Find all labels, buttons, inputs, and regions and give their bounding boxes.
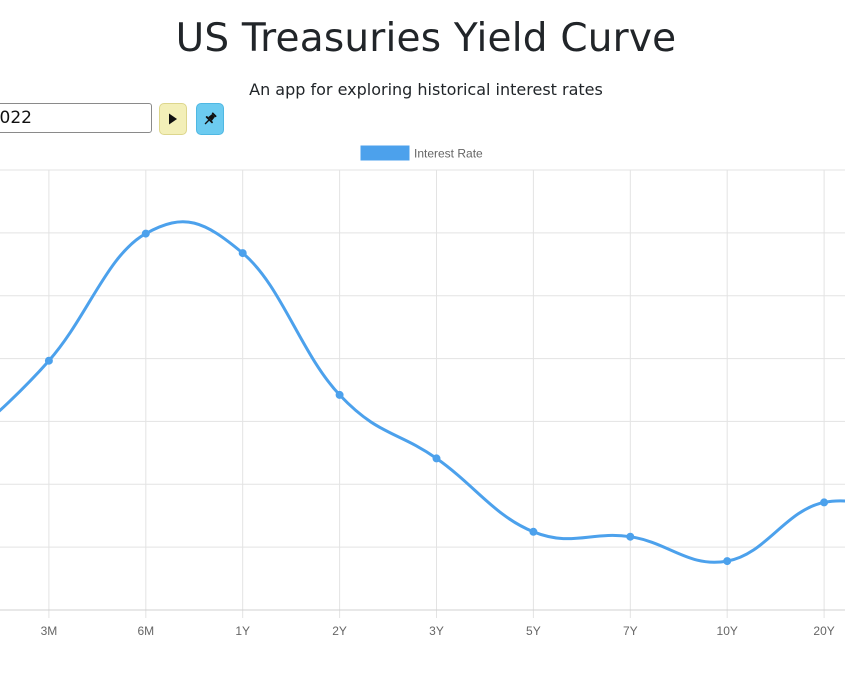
play-icon — [169, 113, 177, 125]
data-point — [723, 557, 732, 566]
page-title: US Treasuries Yield Curve — [175, 16, 677, 61]
data-point — [820, 498, 829, 507]
x-tick-label: 2Y — [332, 624, 347, 638]
x-tick-label: 3M — [41, 624, 58, 638]
pin-icon — [204, 112, 217, 125]
x-tick-label: 6M — [137, 624, 154, 638]
x-tick-label: 3Y — [429, 624, 444, 638]
data-point — [335, 390, 344, 399]
x-tick-label: 20Y — [813, 624, 834, 638]
data-point — [44, 356, 53, 365]
legend-label: Interest Rate — [414, 147, 483, 161]
data-point — [141, 229, 150, 238]
page-subtitle: An app for exploring historical interest… — [249, 80, 603, 99]
data-point — [238, 249, 247, 258]
data-point — [529, 527, 538, 536]
data-point — [626, 532, 635, 541]
date-input[interactable] — [0, 103, 152, 133]
x-tick-label: 10Y — [717, 624, 738, 638]
x-tick-label: 1Y — [235, 624, 250, 638]
x-tick-label: 7Y — [623, 624, 638, 638]
data-point — [432, 454, 441, 463]
series-line — [0, 220, 845, 564]
play-button[interactable] — [159, 103, 187, 135]
x-tick-label: 5Y — [526, 624, 541, 638]
pin-button[interactable] — [196, 103, 224, 135]
legend-swatch — [360, 145, 410, 161]
